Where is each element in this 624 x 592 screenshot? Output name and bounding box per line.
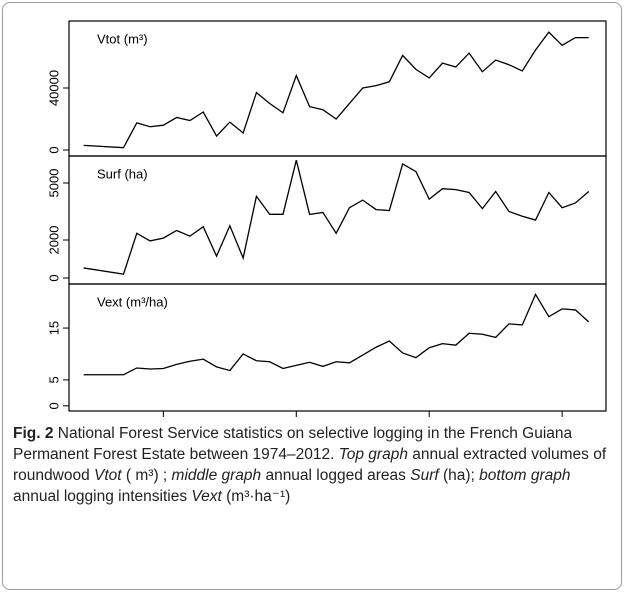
caption-text: annual extracted volumes of roundwood [13, 446, 607, 484]
caption-text: annual logged areas [261, 467, 411, 484]
data-line [83, 292, 590, 376]
caption-text: (m³·ha⁻¹) [221, 488, 291, 505]
caption-text: Vext [191, 488, 222, 505]
caption-text: National Forest Service statistics on se… [13, 425, 573, 463]
caption-text: middle graph [171, 467, 262, 484]
y-tick-label: 2000 [46, 226, 61, 255]
caption-text: annual logging intensities [13, 488, 192, 505]
panel-title: Vext (m³/ha) [97, 294, 168, 309]
caption-text: Fig. 2 [13, 425, 54, 442]
y-tick-label: 40000 [46, 70, 61, 106]
caption-text: Vtot [94, 467, 122, 484]
data-line [83, 31, 589, 149]
y-tick-label: 0 [46, 146, 61, 153]
panel-title: Surf (ha) [97, 166, 148, 181]
caption-text: bottom graph [479, 467, 571, 484]
caption-text: Top graph [338, 446, 408, 463]
y-tick-label: 5000 [46, 169, 61, 198]
caption-text: (ha); [438, 467, 480, 484]
y-tick-label: 15 [46, 321, 61, 335]
panel-frame [68, 20, 607, 157]
caption-text: ( m³) ; [121, 467, 172, 484]
y-tick-label: 5 [46, 376, 61, 383]
chart: Vtot (m³) 0 40000 Surf (ha) 0 2000 5000 Vext (m… [46, 20, 607, 417]
panel-frame [68, 155, 607, 285]
panel-frame [68, 283, 607, 412]
panel-title: Vtot (m³) [97, 31, 148, 46]
y-tick-label: 0 [46, 402, 61, 409]
data-line [83, 160, 590, 275]
y-tick-label: 0 [46, 274, 61, 281]
caption-text: Surf [410, 467, 439, 484]
caption: Fig. 2 National Forest Service statistic… [13, 423, 611, 507]
